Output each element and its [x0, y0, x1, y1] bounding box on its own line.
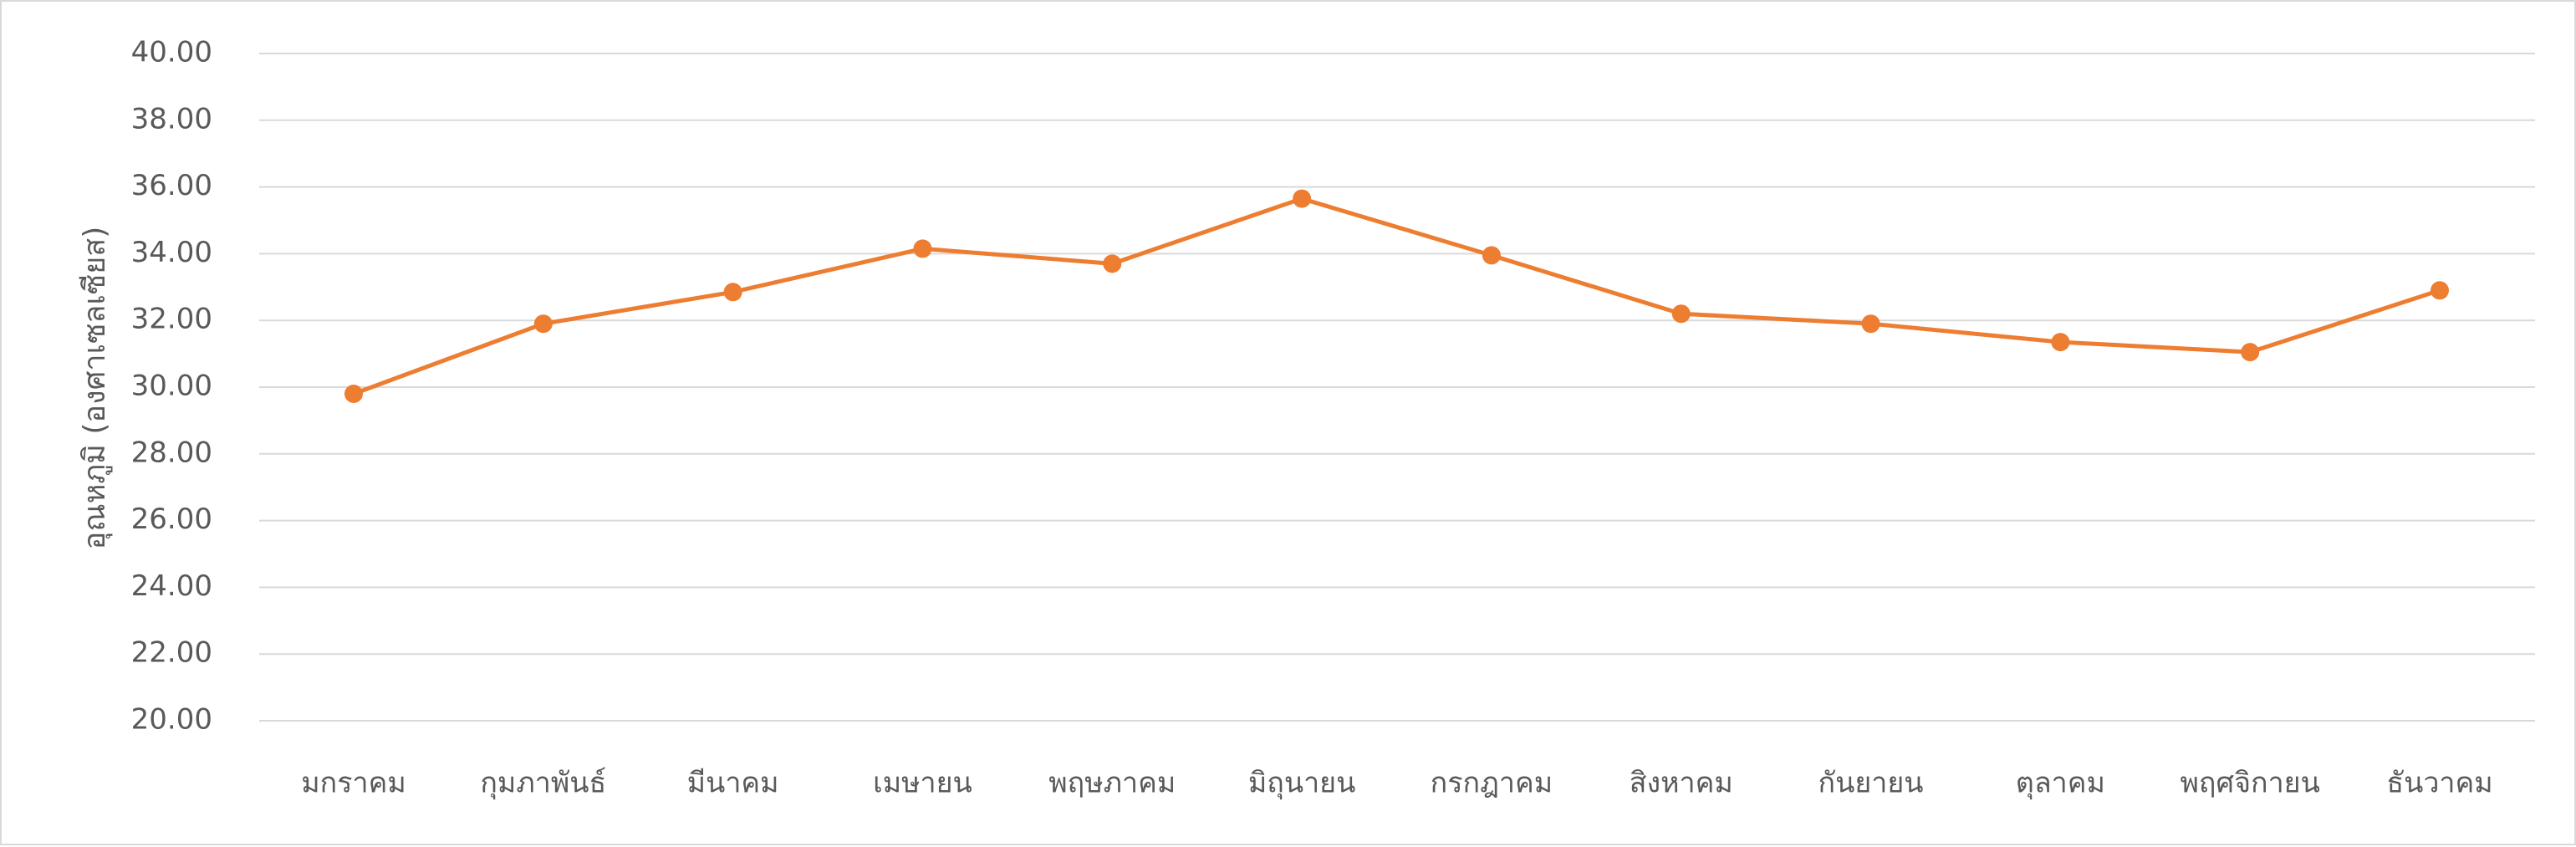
data-point	[913, 239, 932, 258]
series-layer	[344, 189, 2449, 403]
y-tick-label: 40.00	[131, 36, 212, 69]
series-line	[351, 196, 2442, 396]
y-tick-label: 24.00	[131, 569, 212, 603]
data-point	[533, 314, 553, 334]
data-point	[723, 283, 742, 302]
data-point	[2051, 333, 2070, 352]
x-tick-label: มีนาคม	[687, 767, 779, 800]
y-tick-labels: 20.00 22.00 24.00 26.00 28.00 30.00 32.00 34.00…	[131, 36, 212, 737]
x-tick-label: มิถุนายน	[1248, 767, 1356, 800]
data-point	[2241, 343, 2260, 362]
data-point	[1671, 304, 1691, 324]
data-point	[1103, 254, 1122, 273]
data-point	[344, 384, 363, 403]
y-tick-label: 28.00	[131, 436, 212, 469]
x-tick-labels: มกราคม กุมภาพันธ์ มีนาคม เมษายน พฤษภาคม มิถุน…	[301, 767, 2492, 800]
data-point	[1482, 246, 1501, 265]
gridlines	[259, 53, 2535, 722]
y-tick-label: 30.00	[131, 370, 212, 403]
x-tick-label: พฤษภาคม	[1048, 767, 1176, 800]
y-tick-label: 34.00	[131, 236, 212, 269]
x-tick-label: มกราคม	[301, 767, 406, 800]
data-point	[1861, 314, 1880, 334]
y-tick-label: 32.00	[131, 303, 212, 336]
y-tick-label: 26.00	[131, 503, 212, 536]
x-tick-label: กันยายน	[1819, 767, 1924, 800]
x-tick-label: กรกฎาคม	[1431, 767, 1553, 800]
data-point	[2431, 281, 2449, 300]
x-tick-label: ธันวาคม	[2386, 767, 2492, 800]
y-axis-title: อุณหภูมิ (องศาเซลเซียส)	[78, 227, 113, 550]
y-tick-label: 36.00	[131, 169, 212, 202]
y-tick-label: 20.00	[131, 703, 212, 737]
y-tick-label: 22.00	[131, 636, 212, 670]
x-tick-label: กุมภาพันธ์	[480, 767, 606, 800]
data-point	[1293, 189, 1312, 208]
x-tick-label: สิงหาคม	[1630, 767, 1733, 800]
x-tick-label: เมษายน	[873, 767, 972, 800]
x-tick-label: พฤศจิกายน	[2181, 767, 2320, 800]
y-tick-label: 38.00	[131, 102, 212, 135]
x-tick-label: ตุลาคม	[2016, 767, 2105, 800]
